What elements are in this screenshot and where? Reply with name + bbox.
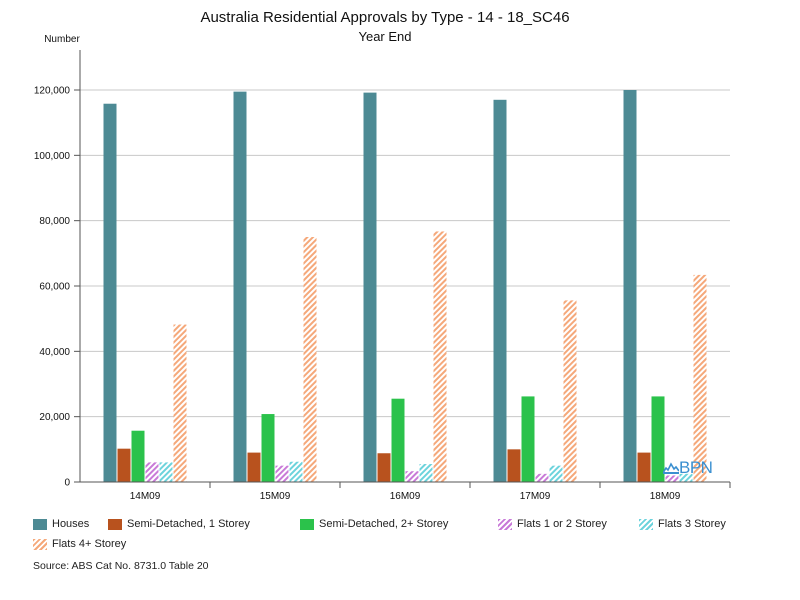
bar-flats-3-storey-18m09 (679, 473, 693, 482)
y-tick-label: 20,000 (39, 412, 70, 423)
bar-flats-4-storey-15m09 (303, 237, 317, 482)
bar-flats-4-storey-17m09 (563, 300, 577, 482)
legend-label: Semi-Detached, 2+ Storey (319, 518, 449, 530)
grid-lines (80, 89, 730, 418)
y-tick-label: 120,000 (34, 86, 71, 97)
legend-item-flats-3-storey: Flats 3 Storey (639, 518, 726, 530)
bar-flats-4-storey-14m09 (173, 324, 187, 482)
bars (103, 90, 707, 483)
legend-label: Flats 3 Storey (658, 518, 726, 530)
bar-flats-3-storey-16m09 (419, 464, 433, 482)
bar-houses-17m09 (493, 99, 507, 483)
y-axis-ticks: 0 20,000 40,000 60,000 80,000 100,000 120,000 (34, 86, 80, 489)
bar-flats-4-storey-16m09 (433, 231, 447, 482)
legend-item-houses: Houses (33, 518, 89, 530)
legend-swatch (498, 518, 512, 530)
x-tick-label: 18M09 (650, 491, 681, 502)
x-tick-label: 15M09 (260, 491, 291, 502)
legend-swatch (108, 518, 122, 530)
legend-item-flats-4-storey: Flats 4+ Storey (33, 538, 126, 550)
x-tick-label: 16M09 (390, 491, 421, 502)
bar-flats-4-storey-18m09 (693, 274, 707, 482)
legend-label: Flats 1 or 2 Storey (517, 518, 607, 530)
bar-semi-detached-1-storey-17m09 (507, 449, 521, 482)
y-tick-label: 60,000 (39, 282, 70, 293)
bar-flats-3-storey-14m09 (159, 462, 173, 482)
legend-swatch (639, 518, 653, 530)
legend-swatch (33, 538, 47, 550)
bar-semi-detached-1-storey-15m09 (247, 452, 261, 482)
legend-label: Houses (52, 518, 90, 530)
bar-houses-15m09 (233, 91, 247, 482)
bar-semi-detached-2-storey-14m09 (131, 430, 145, 482)
chart-title: Australia Residential Approvals by Type … (200, 9, 569, 26)
legend-item-semi-detached-1-storey: Semi-Detached, 1 Storey (108, 518, 250, 530)
y-tick-label: 40,000 (39, 347, 70, 358)
bar-semi-detached-1-storey-16m09 (377, 453, 391, 482)
bar-semi-detached-1-storey-14m09 (117, 448, 131, 482)
bar-flats-3-storey-17m09 (549, 465, 563, 482)
x-axis: 14M09 15M09 16M09 17M09 18M09 (79, 50, 731, 502)
bar-semi-detached-1-storey-18m09 (637, 452, 651, 482)
legend-swatch (300, 518, 314, 530)
bar-flats-1-or-2-storey-18m09 (665, 475, 679, 482)
bar-houses-16m09 (363, 92, 377, 482)
logo-text: BPN (679, 458, 713, 477)
y-tick-label: 100,000 (34, 151, 71, 162)
y-tick-label: 80,000 (39, 216, 70, 227)
y-tick-label: 0 (64, 478, 70, 489)
bar-flats-3-storey-15m09 (289, 461, 303, 482)
bar-houses-18m09 (623, 90, 637, 482)
legend-label: Semi-Detached, 1 Storey (127, 518, 250, 530)
legend-swatch (33, 518, 47, 530)
bar-semi-detached-2-storey-17m09 (521, 396, 535, 482)
bar-flats-1-or-2-storey-14m09 (145, 462, 159, 482)
source-note: Source: ABS Cat No. 8731.0 Table 20 (33, 560, 209, 572)
x-tick-label: 14M09 (130, 491, 161, 502)
bar-semi-detached-2-storey-18m09 (651, 396, 665, 482)
bar-flats-1-or-2-storey-16m09 (405, 471, 419, 482)
y-axis-label: Number (44, 34, 80, 45)
legend-label: Flats 4+ Storey (52, 538, 127, 550)
bpn-logo: BPN (663, 458, 713, 478)
legend-item-semi-detached-2-storey: Semi-Detached, 2+ Storey (300, 518, 448, 530)
legend-item-flats-1-or-2-storey: Flats 1 or 2 Storey (498, 518, 607, 530)
bar-semi-detached-2-storey-15m09 (261, 414, 275, 482)
chart-subtitle: Year End (358, 29, 411, 44)
bar-flats-1-or-2-storey-15m09 (275, 465, 289, 482)
x-tick-label: 17M09 (520, 491, 551, 502)
bar-flats-1-or-2-storey-17m09 (535, 473, 549, 482)
logo-mark-icon (663, 462, 679, 474)
bar-houses-14m09 (103, 103, 117, 482)
bar-semi-detached-2-storey-16m09 (391, 398, 405, 482)
